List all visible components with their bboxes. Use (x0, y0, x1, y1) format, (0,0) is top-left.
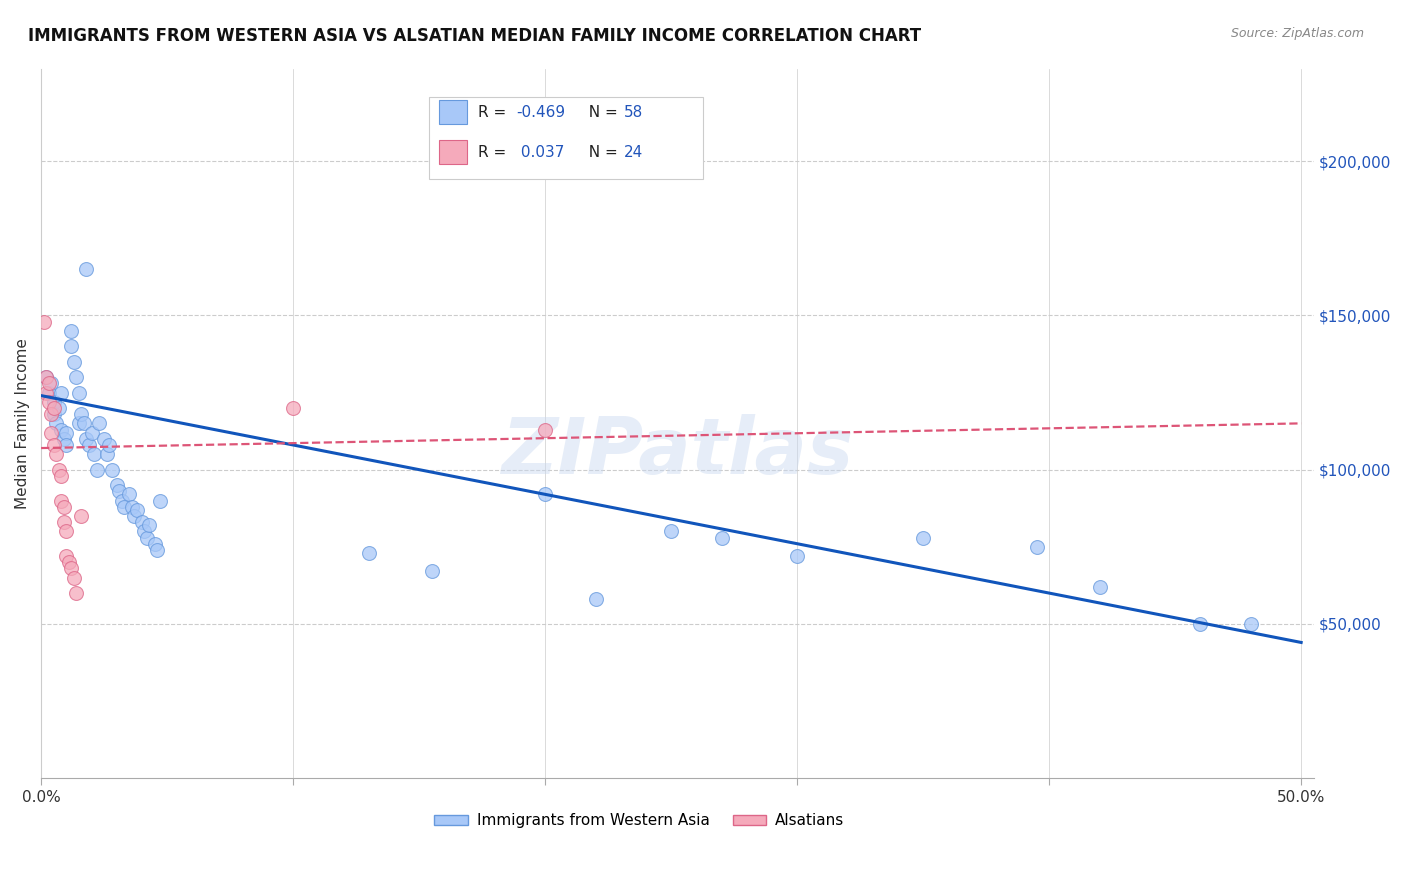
Point (124, 508, 146, 523)
Point (138, 518, 160, 533)
Point (38, 385, 60, 400)
Point (70, 508, 93, 523)
Point (35, 370, 58, 384)
Text: 0.037: 0.037 (516, 145, 564, 160)
Point (77, 438, 100, 452)
Point (51, 423, 73, 437)
Point (534, 423, 557, 437)
Point (73, 417, 96, 431)
FancyBboxPatch shape (440, 101, 467, 124)
Point (93, 432, 115, 446)
Point (112, 500, 135, 514)
Point (76, 432, 98, 446)
Point (65, 586, 87, 600)
Point (39, 376, 62, 391)
Point (35, 385, 58, 400)
Text: IMMIGRANTS FROM WESTERN ASIA VS ALSATIAN MEDIAN FAMILY INCOME CORRELATION CHART: IMMIGRANTS FROM WESTERN ASIA VS ALSATIAN… (28, 27, 921, 45)
Point (146, 542, 169, 557)
Point (121, 500, 143, 514)
Text: 24: 24 (624, 145, 643, 160)
Point (55, 524, 77, 539)
Point (131, 515, 153, 529)
Point (60, 561, 83, 575)
Point (86, 463, 108, 477)
Point (60, 339, 83, 353)
Point (67, 417, 90, 431)
Text: R =: R = (478, 145, 510, 160)
Point (105, 478, 128, 492)
Point (42, 401, 65, 415)
Point (52, 515, 75, 529)
Point (63, 354, 86, 368)
Point (51, 493, 73, 508)
Point (118, 487, 141, 501)
Point (912, 531, 935, 545)
Y-axis label: Median Family Income: Median Family Income (15, 338, 30, 508)
Point (76, 262, 98, 277)
Point (134, 524, 156, 539)
Point (38, 394, 60, 409)
Point (281, 401, 304, 415)
Point (659, 524, 682, 539)
Point (67, 385, 90, 400)
Point (70, 407, 93, 421)
Point (1025, 540, 1047, 554)
Point (96, 447, 118, 461)
Point (55, 425, 77, 440)
Point (148, 493, 170, 508)
Point (87, 417, 110, 431)
Point (39, 425, 62, 440)
Point (51, 385, 73, 400)
Point (111, 493, 134, 508)
Point (100, 463, 122, 477)
Point (42, 407, 65, 421)
Point (35, 370, 58, 384)
Point (1240, 616, 1263, 631)
Legend: Immigrants from Western Asia, Alsatians: Immigrants from Western Asia, Alsatians (427, 807, 851, 834)
Point (357, 546, 380, 560)
Point (42, 438, 65, 452)
Point (136, 531, 159, 545)
Point (420, 565, 443, 579)
Text: -0.469: -0.469 (516, 104, 565, 120)
Point (48, 401, 70, 415)
Point (98, 438, 121, 452)
Point (58, 555, 80, 569)
Point (710, 531, 733, 545)
Point (143, 537, 166, 551)
Point (534, 487, 557, 501)
Point (83, 447, 105, 461)
Point (39, 407, 62, 421)
Point (65, 370, 87, 384)
Point (1189, 616, 1212, 631)
FancyBboxPatch shape (429, 97, 703, 178)
Point (63, 571, 86, 585)
Point (42, 394, 65, 409)
Text: Source: ZipAtlas.com: Source: ZipAtlas.com (1230, 27, 1364, 40)
Text: N =: N = (579, 104, 623, 120)
Point (60, 324, 83, 338)
Point (52, 432, 75, 446)
Text: 58: 58 (624, 104, 643, 120)
Point (45, 447, 67, 461)
FancyBboxPatch shape (440, 140, 467, 164)
Text: R =: R = (478, 104, 510, 120)
Text: N =: N = (579, 145, 623, 160)
Point (786, 549, 808, 563)
Point (32, 314, 55, 328)
Point (38, 376, 60, 391)
Point (585, 592, 607, 607)
Point (55, 549, 77, 563)
Text: ZIPatlas: ZIPatlas (502, 414, 853, 490)
Point (80, 425, 103, 440)
Point (51, 468, 73, 483)
Point (52, 500, 75, 514)
Point (1088, 580, 1111, 594)
Point (108, 484, 131, 499)
Point (125, 502, 148, 516)
Point (55, 438, 77, 452)
Point (45, 417, 67, 431)
Point (48, 463, 70, 477)
